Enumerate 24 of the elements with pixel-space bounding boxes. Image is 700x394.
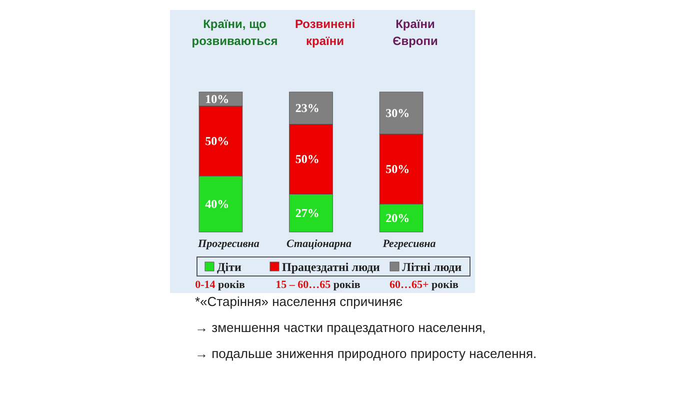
legend-label: Літні люди (402, 260, 462, 274)
data-label: 30% (386, 106, 410, 120)
text: Країни Європи (392, 17, 438, 48)
text: 15 – 60…65 років (276, 279, 360, 291)
data-label: 23% (295, 101, 320, 116)
data-label: 20% (386, 211, 410, 225)
data-label: 50% (205, 134, 230, 148)
x-tick-label: Стаціонарна (286, 238, 352, 250)
data-label: 50% (386, 162, 410, 176)
data-label: 50% (295, 152, 320, 166)
legend-label: Діти (217, 260, 242, 274)
text: → зменшення частки працездатного населення, (195, 320, 486, 335)
text: 0-14 років (195, 279, 245, 291)
text: Країни, що розвиваються (192, 17, 278, 48)
data-label: 10% (205, 92, 230, 106)
x-tick-label: Регресивна (382, 238, 436, 250)
data-label: 27% (295, 206, 320, 220)
text: 60…65+ років (390, 279, 459, 291)
text: → подальше зниження природного приросту населення. (195, 346, 537, 361)
text: Розвинені країни (294, 17, 356, 48)
legend-label: Працездатні люди (282, 260, 380, 274)
data-label: 40% (205, 197, 230, 211)
x-tick-label: Прогресивна (197, 238, 260, 250)
text: *«Старіння» населення спричиняє (195, 294, 403, 309)
